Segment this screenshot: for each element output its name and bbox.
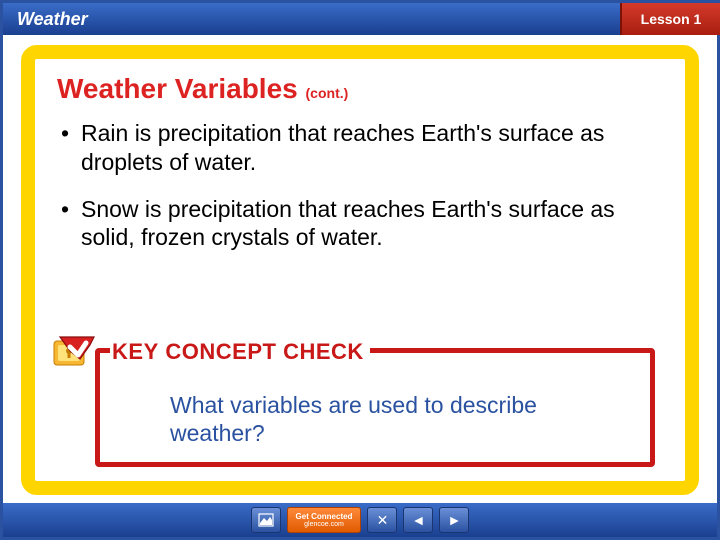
kcc-c1: C — [165, 339, 181, 364]
lesson-label: Lesson 1 — [641, 11, 702, 27]
chapter-title: Weather — [17, 9, 88, 30]
nav-next-button[interactable]: ► — [439, 507, 469, 533]
kcc-ey: EY — [128, 339, 158, 364]
nav-close-button[interactable]: ✕ — [367, 507, 397, 533]
nav-gallery-button[interactable] — [251, 507, 281, 533]
heading-suffix: (cont.) — [306, 85, 349, 101]
chevron-left-icon: ◄ — [412, 512, 426, 528]
header-bar: Weather Lesson 1 — [3, 3, 717, 35]
list-item: Rain is precipitation that reaches Earth… — [57, 119, 663, 177]
get-connected-button[interactable]: Get Connected glencoe.com — [287, 507, 362, 533]
key-concept-question: What variables are used to describe weat… — [170, 391, 630, 449]
bullet-list: Rain is precipitation that reaches Earth… — [57, 119, 663, 252]
connect-top: Get Connected — [296, 513, 353, 521]
list-item: Snow is precipitation that reaches Earth… — [57, 195, 663, 253]
key-concept-box: KEY CONCEPT CHECK What variables are use… — [95, 348, 655, 468]
chevron-right-icon: ► — [448, 512, 462, 528]
section-heading: Weather Variables (cont.) — [57, 73, 663, 105]
key-icon — [50, 331, 102, 373]
slide-frame: Weather Lesson 1 Weather Variables (cont… — [0, 0, 720, 540]
gallery-icon — [258, 513, 274, 527]
kcc-oncept: ONCEPT — [182, 339, 277, 364]
kcc-k: K — [112, 339, 128, 364]
heading-text: Weather Variables — [57, 73, 298, 104]
connect-bottom: glencoe.com — [304, 521, 344, 528]
content-frame: Weather Variables (cont.) Rain is precip… — [21, 45, 699, 495]
lesson-tab: Lesson 1 — [620, 3, 720, 35]
kcc-c2: C — [283, 339, 299, 364]
kcc-heck: HECK — [299, 339, 363, 364]
nav-prev-button[interactable]: ◄ — [403, 507, 433, 533]
close-icon: ✕ — [377, 512, 389, 529]
key-concept-title: KEY CONCEPT CHECK — [110, 339, 370, 365]
bottom-nav-bar: Get Connected glencoe.com ✕ ◄ ► — [3, 503, 717, 537]
key-concept-header: KEY CONCEPT CHECK — [50, 331, 370, 373]
